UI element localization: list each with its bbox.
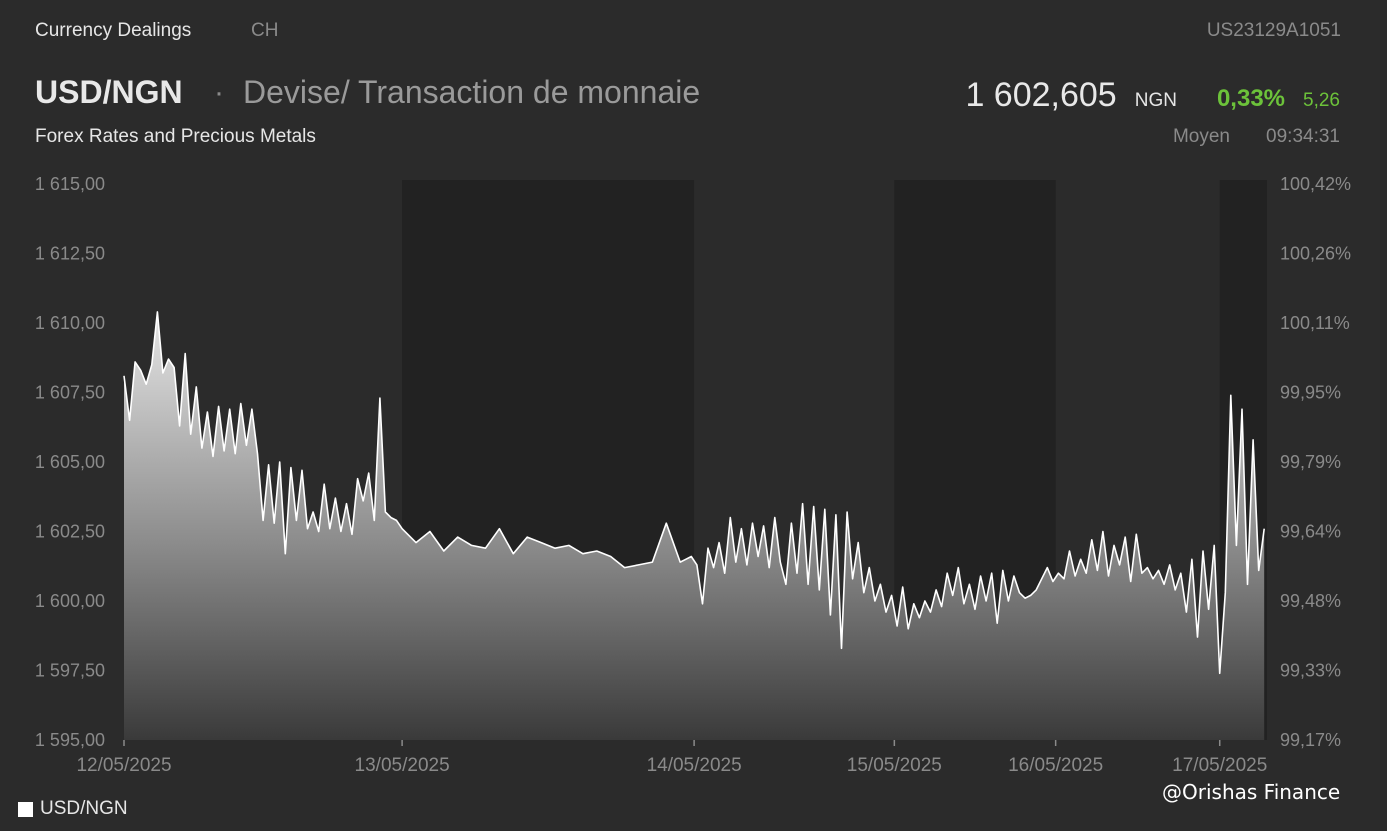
y-tick-label: 1 615,00: [35, 174, 105, 194]
quote-time: 09:34:31: [1266, 126, 1340, 147]
y2-tick-label: 99,79%: [1280, 452, 1341, 472]
change-absolute: 5,26: [1303, 90, 1340, 111]
symbol-title: USD/NGN: [35, 74, 183, 110]
data-source-label: Currency Dealings: [35, 20, 192, 41]
price-type-label: Moyen: [1172, 126, 1230, 147]
y2-tick-label: 100,42%: [1280, 174, 1351, 194]
y-tick-label: 1 600,00: [35, 591, 105, 611]
y-tick-label: 1 607,50: [35, 383, 105, 403]
exchange-label: CH: [251, 20, 279, 41]
category-label: Forex Rates and Precious Metals: [35, 126, 316, 147]
last-price: 1 602,605: [965, 76, 1117, 114]
price-currency: NGN: [1134, 90, 1177, 111]
y2-tick-label: 100,26%: [1280, 244, 1351, 264]
legend-label: USD/NGN: [40, 798, 128, 819]
isin-code: US23129A1051: [1206, 20, 1341, 41]
y-tick-label: 1 602,50: [35, 522, 105, 542]
y2-tick-label: 99,17%: [1280, 730, 1341, 750]
quote-summary: 1 602,605 NGN 0,33% 5,26: [965, 76, 1340, 115]
chart-legend: USD/NGN: [18, 798, 128, 820]
y2-tick-label: 100,11%: [1280, 313, 1350, 333]
y2-tick-label: 99,64%: [1280, 522, 1341, 542]
y-tick-label: 1 605,00: [35, 452, 105, 472]
y2-tick-label: 99,95%: [1280, 383, 1341, 403]
y-tick-label: 1 597,50: [35, 661, 105, 681]
x-tick-label: 17/05/2025: [1172, 755, 1267, 776]
price-area: [124, 311, 1265, 740]
watermark: @Orishas Finance: [1162, 780, 1341, 804]
y-tick-label: 1 595,00: [35, 730, 105, 750]
y2-tick-label: 99,33%: [1280, 661, 1341, 681]
series-line-usd-ngn: [123, 311, 1265, 675]
y-tick-label: 1 612,50: [35, 244, 105, 264]
x-tick-label: 14/05/2025: [647, 755, 742, 776]
legend-swatch-usd-ngn: [18, 801, 33, 817]
x-tick-label: 13/05/2025: [355, 755, 450, 776]
y2-tick-label: 99,48%: [1280, 591, 1341, 611]
change-percent: 0,33%: [1216, 85, 1286, 112]
y-tick-label: 1 610,00: [35, 313, 105, 333]
x-tick-label: 16/05/2025: [1008, 755, 1103, 776]
instrument-type: Devise/ Transaction de monnaie: [243, 74, 701, 110]
x-tick-label: 15/05/2025: [847, 755, 942, 776]
x-tick-label: 12/05/2025: [76, 755, 171, 776]
title-separator: ·: [214, 76, 224, 109]
